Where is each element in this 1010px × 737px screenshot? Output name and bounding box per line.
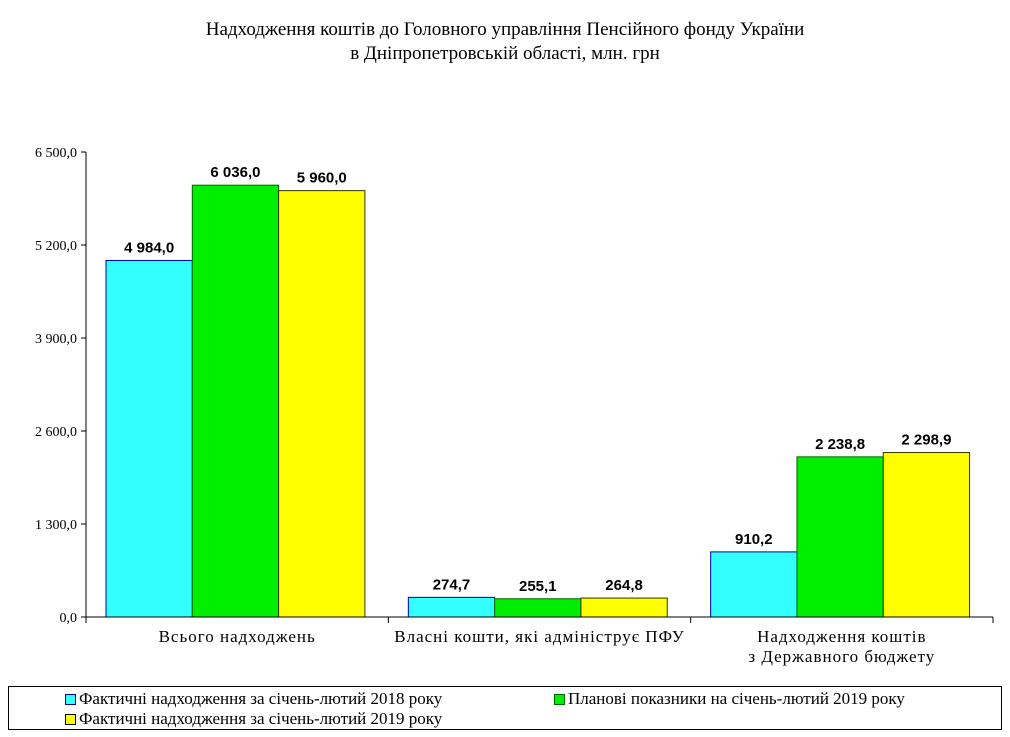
legend-swatch [554, 693, 565, 705]
y-tick-label: 3 900,0 [35, 332, 77, 347]
legend-label: Планові показники на січень-лютий 2019 р… [568, 689, 905, 708]
legend-label: Фактичні надходження за січень-лютий 201… [79, 709, 443, 728]
y-tick-label: 5 200,0 [35, 239, 77, 254]
x-tick-label: Всього надходжень [159, 627, 316, 646]
legend-item-0: Фактичні надходження за січень-лютий 201… [65, 689, 442, 709]
bar [580, 597, 668, 618]
x-tick-label: Власні кошти, які адмініструє ПФУ [394, 627, 685, 646]
bar [494, 598, 582, 618]
y-tick-label: 1 300,0 [35, 518, 77, 533]
bar [278, 190, 366, 618]
data-label: 264,8 [605, 577, 643, 594]
data-label: 910,2 [735, 531, 773, 548]
data-label: 274,7 [433, 576, 471, 593]
title-line-1: Надходження коштів до Головного управлін… [205, 19, 805, 40]
title-line-2: в Дніпропетровській області, млн. грн [350, 43, 660, 64]
data-label: 6 036,0 [210, 164, 260, 181]
y-tick-label: 2 600,0 [35, 425, 77, 440]
chart-title: Надходження коштів до Головного управлін… [0, 18, 1010, 66]
data-label: 2 238,8 [815, 436, 865, 453]
y-tick-label: 0,0 [60, 611, 78, 626]
bar [105, 259, 193, 618]
bar [882, 452, 971, 618]
bar [710, 551, 798, 618]
x-tick-label: з Державного бюджету [748, 647, 935, 666]
data-label: 5 960,0 [297, 170, 347, 187]
bar [191, 184, 280, 618]
bar-chart: 4 984,0 274,7 910,2 6 036,0 255,1 2 238,8 5 96… [35, 146, 994, 666]
x-tick-label: Надходження коштів [757, 627, 926, 646]
legend-label: Фактичні надходження за січень-лютий 201… [79, 689, 443, 708]
data-label: 4 984,0 [124, 239, 174, 256]
legend-swatch [65, 693, 76, 705]
legend-item-1: Планові показники на січень-лютий 2019 р… [554, 689, 905, 709]
y-tick-label: 6 500,0 [35, 146, 77, 161]
data-label: 255,1 [519, 578, 557, 595]
legend-swatch [65, 713, 76, 725]
bar [796, 456, 884, 618]
legend-item-2: Фактичні надходження за січень-лютий 201… [65, 709, 442, 729]
data-label: 2 298,9 [901, 432, 951, 449]
legend: Фактичні надходження за січень-лютий 201… [8, 686, 1002, 730]
bar [407, 596, 496, 618]
